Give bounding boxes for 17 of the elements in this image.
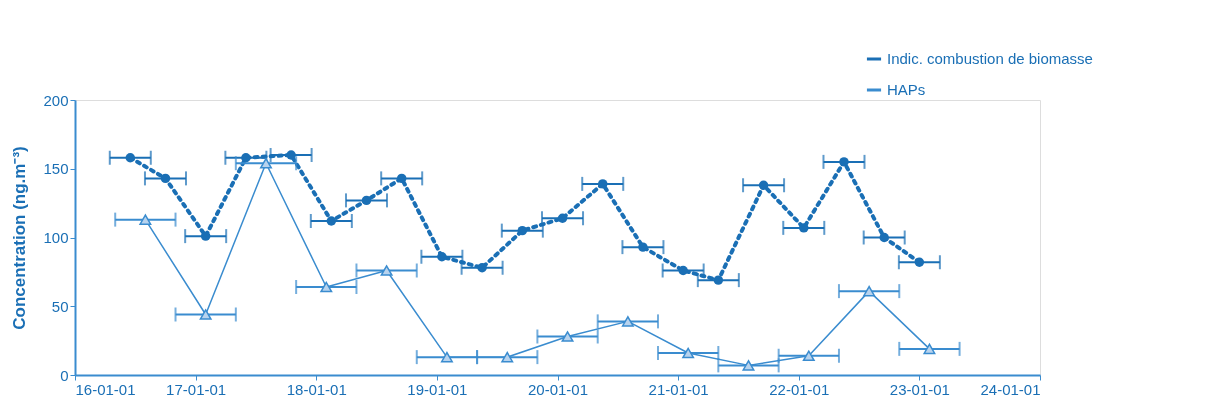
y-tick-label: 150: [43, 160, 69, 178]
y-tick-label: 200: [43, 91, 69, 109]
x-tick-label: 21-01-01: [648, 380, 709, 398]
x-tick-label: 24-01-01: [980, 380, 1041, 398]
legend-label: HAPs: [887, 81, 926, 98]
y-tick-label: 50: [51, 297, 69, 315]
y-tick-label: 0: [60, 366, 69, 384]
y-tick-label: 100: [43, 229, 69, 246]
x-tick-label: 19-01-01: [407, 380, 468, 398]
x-tick-label: 17-01-01: [166, 380, 227, 398]
y-axis-title: Concentration (ng.m⁻³): [10, 146, 30, 330]
x-tick-label: 18-01-01: [286, 380, 347, 398]
x-tick-label: 23-01-01: [889, 380, 950, 398]
x-tick-label: 16-01-01: [75, 380, 136, 398]
x-tick-label: 20-01-01: [527, 380, 589, 398]
legend-label: Indic. combustion de biomasse: [887, 50, 1093, 67]
x-tick-label: 22-01-01: [769, 380, 830, 398]
